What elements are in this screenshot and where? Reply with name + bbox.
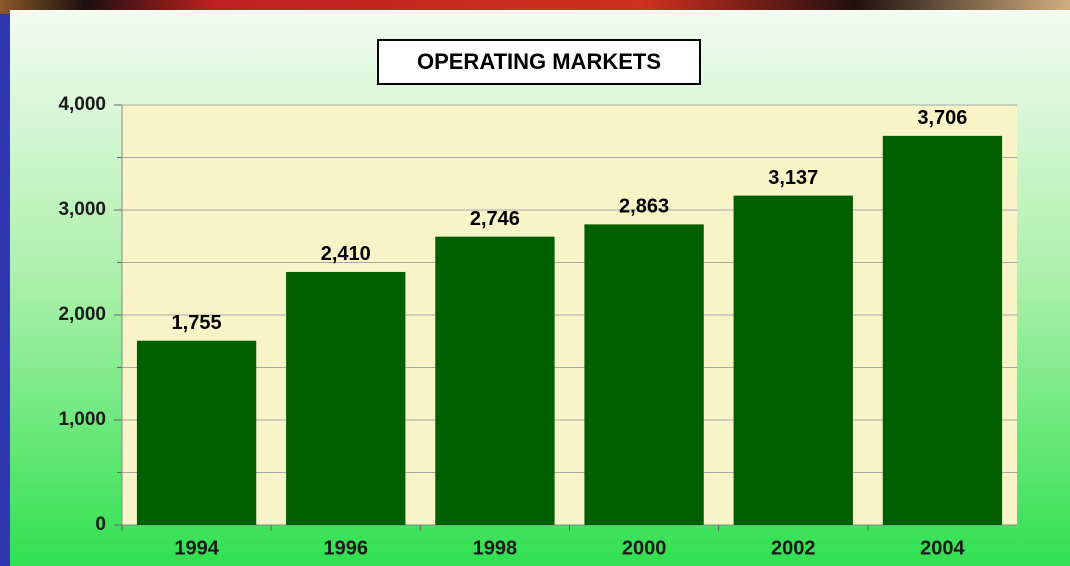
bar [136, 340, 257, 525]
bar [286, 271, 406, 525]
chart: 0 1,000 2,000 3,000 4,000 1994 1,755 1996 2,410 1… [58, 94, 1017, 559]
y-tick-label: 0 [95, 514, 106, 535]
x-tick-label: 1994 [174, 537, 219, 559]
y-tick-label: 3,000 [58, 199, 106, 220]
value-label: 2,410 [321, 243, 371, 265]
chart-title: OPERATING MARKETS [417, 49, 661, 74]
x-tick-label: 2004 [920, 537, 965, 559]
x-tick-label: 2002 [771, 537, 816, 559]
y-tick-label: 1,000 [58, 409, 106, 430]
title-box [377, 39, 701, 85]
x-tick-label: 1998 [473, 537, 518, 559]
value-label: 3,137 [768, 167, 818, 189]
value-label: 2,863 [619, 196, 669, 218]
bar [733, 195, 853, 526]
bar [584, 224, 704, 525]
x-tick-label: 1996 [324, 537, 369, 559]
y-tick-label: 2,000 [58, 304, 106, 325]
slide-edge [0, 14, 10, 566]
value-label: 2,746 [470, 208, 520, 230]
y-tick-label: 4,000 [58, 94, 106, 115]
bar [882, 135, 1003, 525]
value-label: 3,706 [917, 107, 967, 129]
x-tick-label: 2000 [622, 537, 667, 559]
bar [435, 236, 555, 526]
value-label: 1,755 [172, 312, 222, 334]
